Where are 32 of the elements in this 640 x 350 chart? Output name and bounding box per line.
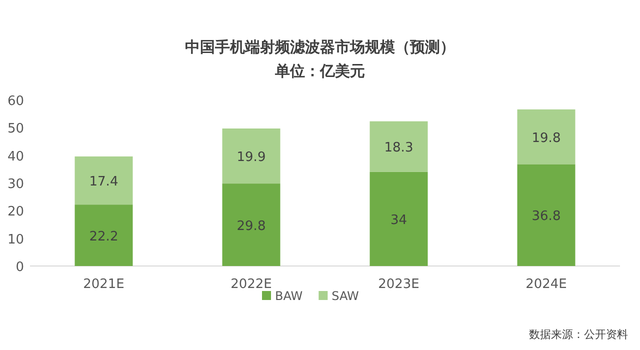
source-note: 数据来源：公开资料: [529, 328, 628, 341]
y-tick-label: 50: [7, 122, 24, 137]
y-tick-label: 30: [7, 177, 24, 192]
legend-label: BAW: [275, 289, 303, 303]
y-tick-label: 10: [7, 232, 24, 248]
data-label: 36.8: [532, 209, 561, 224]
x-tick-label: 2022E: [230, 277, 272, 292]
chart-title: 中国手机端射频滤波器市场规模（预测）: [185, 38, 455, 56]
bar: [222, 128, 280, 184]
chart-subtitle: 单位：亿美元: [274, 62, 365, 80]
data-label: 18.3: [384, 140, 414, 156]
bar: [222, 184, 280, 266]
bar: [517, 109, 576, 164]
data-label: 19.9: [236, 150, 266, 166]
y-tick-label: 20: [7, 204, 24, 220]
x-tick-label: 2021E: [83, 277, 124, 292]
data-label: 34: [390, 212, 408, 228]
data-label: 19.8: [532, 130, 561, 146]
x-tick-label: 2023E: [378, 277, 420, 292]
bar: [517, 164, 576, 266]
bar: [370, 121, 428, 172]
bar: [74, 204, 133, 266]
data-label: 17.4: [89, 174, 118, 190]
data-label: 29.8: [236, 218, 266, 234]
legend-label: SAW: [332, 289, 360, 303]
y-tick-label: 0: [16, 260, 24, 275]
y-tick-label: 60: [7, 94, 24, 109]
data-label: 22.2: [89, 229, 118, 244]
y-tick-label: 40: [7, 149, 24, 164]
x-tick-label: 2024E: [526, 277, 567, 292]
bar: [74, 156, 133, 205]
bar: [370, 172, 428, 266]
